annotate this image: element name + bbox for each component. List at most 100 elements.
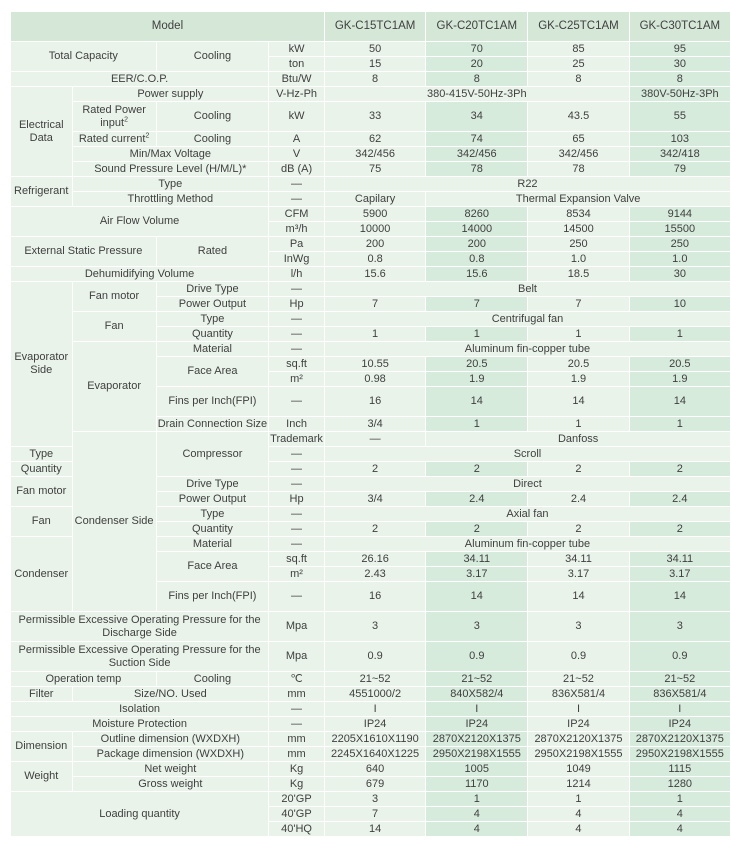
- value-cell: 4: [425, 806, 529, 822]
- value-cell: 14: [628, 386, 731, 417]
- outline-dimension-label: Outline dimension (WXDXH): [71, 731, 270, 747]
- value-cell: 2245X1640X1225: [323, 746, 427, 762]
- unit-cell: ℃: [268, 671, 325, 687]
- unit-cell: V-Hz-Ph: [268, 86, 325, 102]
- total-capacity-sub: Cooling: [155, 41, 270, 72]
- value-cell: 1: [425, 791, 529, 807]
- value-cell: 10000: [323, 221, 427, 237]
- value-cell: 34.11: [527, 551, 630, 567]
- value-cell: 2.4: [628, 491, 731, 507]
- unit-cell: sq.ft: [268, 551, 325, 567]
- value-cell: 1: [323, 326, 427, 342]
- value-cell: 34.11: [425, 551, 529, 567]
- unit-cell: Hp: [268, 491, 325, 507]
- static-pressure-label: External Static Pressure: [10, 236, 157, 267]
- quantity-label: Quantity: [10, 461, 73, 477]
- unit-cell: —: [268, 281, 325, 297]
- condenser-label: Condenser: [10, 536, 73, 612]
- unit-cell: 20'GP: [268, 791, 325, 807]
- unit-cell: —: [268, 701, 325, 717]
- refrigerant-label: Refrigerant: [10, 176, 73, 207]
- value-cell: 1: [425, 416, 529, 432]
- value-cell: 840X582/4: [425, 686, 529, 702]
- unit-cell: mm: [268, 686, 325, 702]
- fan-type-label: Type: [155, 506, 270, 522]
- value-cell: 342/456: [425, 146, 529, 162]
- value-cell: 20.5: [527, 356, 630, 372]
- power-output-label: Power Output: [155, 296, 270, 312]
- value-cell: I: [628, 701, 731, 717]
- material-label: Material: [155, 341, 270, 357]
- specification-table: Model GK-C15TC1AM GK-C20TC1AM GK-C25TC1A…: [9, 11, 731, 837]
- value-cell: 50: [323, 41, 427, 57]
- value-cell: 26.16: [323, 551, 427, 567]
- value-cell: 8: [527, 71, 630, 87]
- evaporator-label: Evaporator: [71, 341, 157, 432]
- discharge-pressure-label: Permissible Excessive Operating Pressure…: [9, 611, 270, 642]
- value-cell: 2870X2120X1375: [628, 731, 731, 747]
- value-cell: 7: [425, 296, 529, 312]
- value-cell: 78: [425, 161, 529, 177]
- sound-pressure-label: Sound Pressure Level (H/M/L)*: [71, 161, 270, 177]
- value-cell: 1.9: [425, 371, 529, 387]
- isolation-label: Isolation: [9, 701, 270, 717]
- unit-cell: V: [268, 146, 325, 162]
- unit-cell: Btu/W: [268, 71, 325, 87]
- value-cell: 2205X1610X1190: [323, 731, 427, 747]
- value-cell: 250: [527, 236, 630, 252]
- unit-cell: —: [268, 461, 325, 477]
- drive-type-value: Belt: [323, 281, 731, 297]
- value-cell: 20: [425, 56, 529, 72]
- value-cell: 65: [527, 131, 630, 147]
- gross-weight-label: Gross weight: [71, 776, 270, 792]
- compressor-label: Compressor: [155, 431, 270, 477]
- value-cell: 2: [425, 521, 529, 537]
- rated-current-sub: Cooling: [155, 131, 270, 147]
- compressor-type-label: Type: [10, 446, 73, 462]
- value-cell: 1214: [527, 776, 630, 792]
- filter-label: Filter: [10, 686, 73, 702]
- value-cell: 18.5: [527, 266, 630, 282]
- fins-per-inch-label: Fins per Inch(FPI): [155, 581, 270, 612]
- package-dimension-label: Package dimension (WXDXH): [71, 746, 270, 762]
- value-cell: 30: [628, 266, 731, 282]
- unit-cell: —: [268, 476, 325, 492]
- evap-fan-label: Fan: [71, 311, 157, 342]
- power-supply-value: 380V-50Hz-3Ph: [628, 86, 731, 102]
- unit-cell: mm: [268, 746, 325, 762]
- value-cell: 200: [323, 236, 427, 252]
- fan-type-value: Centrifugal fan: [323, 311, 731, 327]
- value-cell: 0.9: [527, 641, 630, 672]
- value-cell: 640: [323, 761, 427, 777]
- value-cell: 15.6: [323, 266, 427, 282]
- value-cell: 342/456: [323, 146, 427, 162]
- unit-cell: 40'GP: [268, 806, 325, 822]
- face-area-label: Face Area: [155, 551, 270, 582]
- value-cell: 21~52: [323, 671, 427, 687]
- value-cell: 33: [323, 101, 427, 132]
- value-cell: 21~52: [425, 671, 529, 687]
- value-cell: 5900: [323, 206, 427, 222]
- unit-cell: m²: [268, 371, 325, 387]
- value-cell: 2.4: [425, 491, 529, 507]
- air-flow-label: Air Flow Volume: [9, 206, 270, 237]
- model-name: GK-C30TC1AM: [628, 11, 731, 42]
- footnote-mark: 2: [124, 115, 128, 123]
- value-cell: 1.0: [628, 251, 731, 267]
- voltage-label: Min/Max Voltage: [71, 146, 270, 162]
- model-name: GK-C20TC1AM: [425, 11, 529, 42]
- fins-per-inch-label: Fins per Inch(FPI): [155, 386, 270, 417]
- value-cell: 1: [527, 791, 630, 807]
- value-cell: 14: [527, 386, 630, 417]
- value-cell: 4: [527, 821, 630, 837]
- value-cell: IP24: [323, 716, 427, 732]
- unit-cell: m²: [268, 566, 325, 582]
- unit-cell: —: [268, 716, 325, 732]
- unit-cell: —: [268, 326, 325, 342]
- unit-cell: —: [268, 176, 325, 192]
- value-cell: 7: [323, 296, 427, 312]
- value-cell: IP24: [527, 716, 630, 732]
- unit-cell: Hp: [268, 296, 325, 312]
- unit-cell: —: [268, 191, 325, 207]
- unit-cell: —: [268, 386, 325, 417]
